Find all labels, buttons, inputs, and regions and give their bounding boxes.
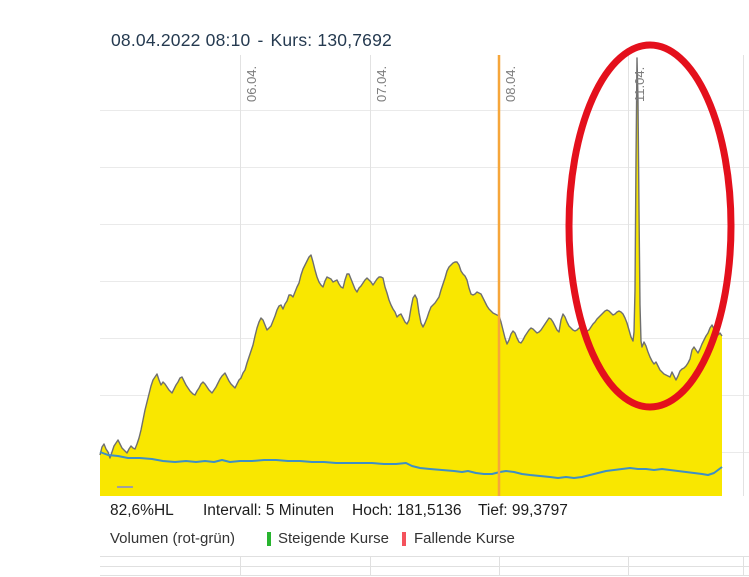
legend-volume-label[interactable]: Volumen (rot-grün) xyxy=(110,530,236,547)
annotation-ellipse xyxy=(565,41,735,411)
rising-color-swatch xyxy=(267,532,271,546)
header-kurs-value: Kurs: 130,7692 xyxy=(270,30,392,50)
header-dash: - xyxy=(257,30,264,50)
legend-falling-label[interactable]: Fallende Kurse xyxy=(414,530,515,547)
header-datetime: 08.04.2022 08:10 xyxy=(111,30,251,50)
stats-row: 82,6%HL Intervall: 5 Minuten Hoch: 181,5… xyxy=(0,502,749,522)
stat-high: Hoch: 181,5136 xyxy=(352,502,462,519)
price-line xyxy=(99,57,723,459)
date-axis-label: 06.04. xyxy=(244,66,259,102)
stat-range-hl: 82,6%HL xyxy=(110,502,174,519)
date-axis-label: 11.04. xyxy=(632,67,647,102)
date-axis-label: 08.04. xyxy=(503,66,518,102)
indicator-line xyxy=(99,451,723,479)
legend-rising-label[interactable]: Steigende Kurse xyxy=(278,530,389,547)
stat-interval: Intervall: 5 Minuten xyxy=(203,502,334,519)
chart-title: 08.04.2022 08:10- Kurs: 130,7692 xyxy=(111,30,392,51)
falling-color-swatch xyxy=(402,532,406,546)
legend-row: Volumen (rot-grün) Steigende Kurse Falle… xyxy=(0,530,749,550)
date-axis-label: 07.04. xyxy=(374,66,389,102)
stat-low: Tief: 99,3797 xyxy=(478,502,568,519)
price-area-fill xyxy=(100,58,722,496)
